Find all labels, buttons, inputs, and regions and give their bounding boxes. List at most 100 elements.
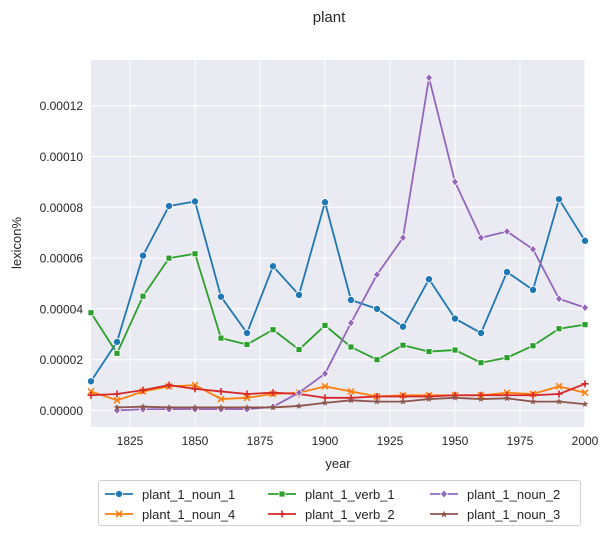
series-plant-1-noun-3: [113, 394, 589, 411]
legend-swatch-plant-1-verb-1: [268, 490, 296, 498]
legend-item-plant-1-noun-1: plant_1_noun_1: [104, 485, 235, 503]
data-point: [425, 348, 433, 355]
series-plant-1-noun-1: [87, 195, 590, 386]
data-point: [477, 395, 485, 402]
x-tick-label: 2000: [572, 434, 599, 448]
data-point: [555, 398, 563, 405]
y-tick-label: 0.00000: [40, 404, 84, 418]
data-point: [399, 341, 407, 349]
data-point: [424, 275, 433, 284]
data-point: [294, 290, 303, 299]
data-point: [320, 198, 329, 207]
chart-title: plant: [313, 9, 346, 26]
series-line-plant-1-noun-1: [90, 198, 586, 382]
data-point: [165, 381, 173, 389]
data-point: [581, 236, 590, 245]
y-axis-label: lexicon%: [9, 217, 24, 269]
data-point: [372, 270, 382, 280]
y-tick-label: 0.00010: [40, 150, 84, 164]
x-tick-label: 1950: [442, 434, 469, 448]
y-tick-label: 0.00004: [40, 302, 84, 316]
data-point: [191, 381, 199, 389]
data-point: [529, 285, 538, 294]
data-point: [373, 398, 381, 405]
data-point: [139, 403, 147, 410]
data-point: [581, 400, 589, 408]
legend-label: plant_1_verb_1: [305, 486, 395, 502]
data-point: [425, 395, 433, 402]
series-plant-1-verb-1: [87, 250, 589, 367]
legend-swatch-plant-1-noun-4: [105, 510, 133, 518]
data-point: [217, 395, 225, 403]
x-tick-label: 1925: [377, 434, 404, 448]
series-line-plant-1-verb-1: [90, 252, 586, 364]
data-point: [581, 389, 589, 397]
data-point: [138, 251, 147, 260]
data-point: [243, 403, 251, 411]
data-point: [528, 244, 538, 254]
data-point: [295, 346, 303, 353]
legend-label: plant_1_verb_2: [305, 506, 395, 522]
data-point: [139, 292, 147, 300]
data-point: [450, 314, 459, 323]
data-point: [503, 394, 511, 402]
data-point: [555, 382, 563, 390]
data-point: [217, 334, 225, 342]
data-point: [165, 254, 173, 262]
data-point: [294, 388, 304, 398]
legend-label: plant_1_noun_3: [467, 506, 561, 522]
legend-swatch-plant-1-noun-3: [430, 510, 458, 518]
data-point: [372, 304, 381, 313]
series-plant-1-verb-2: [87, 380, 589, 402]
y-tick-label: 0.00002: [40, 353, 84, 367]
legend-label: plant_1_noun_2: [467, 486, 561, 502]
data-point: [424, 73, 434, 83]
legend-item-plant-1-verb-2: plant_1_verb_2: [267, 505, 395, 523]
data-point: [164, 202, 173, 211]
data-point: [87, 309, 95, 317]
data-point: [321, 399, 329, 406]
data-point: [502, 268, 511, 277]
series-layer: [87, 73, 590, 416]
data-point: [451, 346, 459, 354]
data-point: [269, 389, 277, 397]
data-point: [476, 329, 485, 338]
data-point: [112, 405, 122, 416]
x-tick-label: 1825: [117, 434, 144, 448]
data-point: [555, 390, 563, 398]
data-point: [399, 398, 407, 405]
data-point: [139, 386, 147, 394]
data-point: [321, 322, 329, 329]
x-tick-label: 1900: [312, 434, 339, 448]
legend-label: plant_1_noun_4: [142, 506, 236, 522]
legend-item-plant-1-verb-1: plant_1_verb_1: [267, 485, 395, 503]
data-point: [347, 343, 355, 351]
data-point: [87, 391, 95, 399]
data-point: [555, 195, 564, 204]
data-point: [320, 369, 330, 379]
legend-item-plant-1-noun-2: plant_1_noun_2: [429, 485, 560, 503]
data-point: [113, 403, 121, 411]
data-point: [216, 292, 225, 301]
data-point: [347, 396, 355, 404]
data-point: [242, 329, 251, 338]
data-point: [269, 403, 277, 411]
data-point: [217, 403, 225, 411]
data-point: [190, 197, 199, 206]
data-point: [243, 394, 251, 402]
data-point: [502, 226, 512, 237]
data-point: [346, 318, 356, 328]
x-tick-label: 1975: [507, 434, 534, 448]
legend-swatch-plant-1-noun-2: [430, 489, 458, 499]
data-point: [191, 250, 199, 258]
y-tick-label: 0.00012: [40, 99, 84, 113]
y-tick-label: 0.00006: [40, 252, 84, 266]
data-point: [191, 385, 199, 393]
data-point: [268, 262, 277, 271]
series-line-plant-1-verb-2: [90, 382, 586, 399]
data-point: [529, 342, 537, 350]
x-tick-label: 1875: [247, 434, 274, 448]
data-point: [581, 380, 589, 388]
data-point: [113, 337, 122, 346]
data-point: [113, 396, 121, 404]
